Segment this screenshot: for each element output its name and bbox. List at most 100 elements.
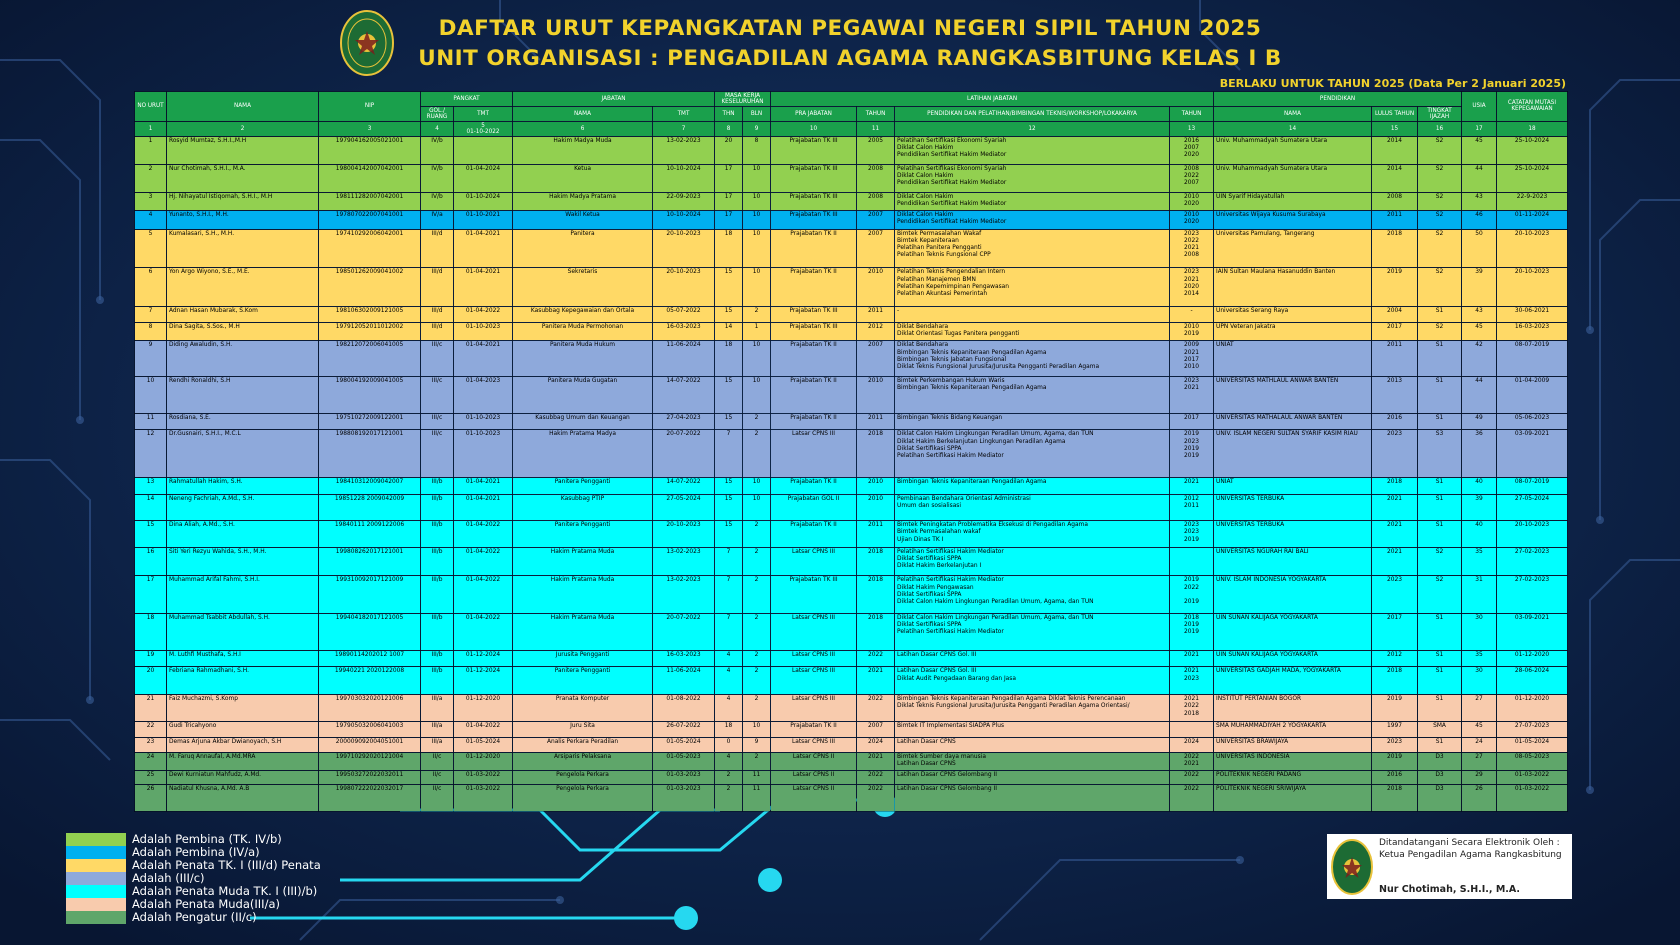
cell-nama: Adnan Hasan Mubarak, S.Kom — [166, 305, 319, 323]
cell-jabatan: Hakim Madya Muda — [512, 135, 654, 165]
cell-jabatan: Panitera — [512, 228, 654, 269]
cell-univ: UPN Veteran Jakatra — [1213, 321, 1373, 342]
cell-jab-tmt: 01-08-2022 — [652, 694, 716, 722]
cell-nip: 197410292006042001 — [318, 228, 421, 269]
cell-jabatan: Sekretaris — [512, 267, 654, 307]
column-number: 18 — [1496, 120, 1569, 137]
cell-usia: 30 — [1461, 612, 1498, 652]
cell-bln: 10 — [742, 375, 772, 415]
cell-tingkat: S1 — [1417, 736, 1463, 753]
cell-jab-tmt: 10-10-2024 — [652, 163, 716, 193]
cell-no: 26 — [134, 784, 167, 812]
cell-thn: 17 — [714, 191, 744, 212]
cell-diklat-tahun-line: 2023 — [1184, 377, 1200, 384]
cell-diklat-tahun-line — [1172, 592, 1211, 599]
cell-thn: 4 — [714, 666, 744, 696]
cell-pra-tahun: 2018 — [856, 546, 896, 577]
cell-tingkat: D3 — [1417, 770, 1463, 786]
cell-bln: 2 — [742, 612, 772, 652]
cell-gol: III/c — [420, 429, 454, 479]
cell-nip: 199703032020121006 — [318, 694, 421, 722]
cell-tmt: 01-04-2021 — [452, 267, 514, 307]
cell-pra: Prajabatan TK II — [770, 228, 858, 269]
cell-catatan: 25-10-2024 — [1496, 135, 1569, 165]
cell-jab-tmt: 11-06-2024 — [652, 666, 716, 696]
cell-diklat-line: Latihan Dasar CPNS Gol. III — [897, 668, 977, 675]
cell-diklat-tahun: 2019 2023 2019 2019 — [1169, 429, 1215, 479]
cell-univ: INSTITUT PERTANIAN BOGOR — [1213, 694, 1373, 722]
cell-diklat-line: Diklat Sertifikasi SPPA — [897, 622, 962, 629]
cell-thn: 2 — [714, 784, 744, 812]
column-number: 11 — [856, 120, 896, 137]
cell-tmt: 01-12-2024 — [452, 650, 514, 668]
cell-no: 1 — [134, 135, 167, 165]
cell-diklat: Diklat Calon Hakim Lingkungan Peradilan … — [894, 429, 1171, 479]
cell-jabatan: Juru Sita — [512, 720, 654, 738]
cell-jab-tmt: 20-10-2023 — [652, 228, 716, 269]
cell-pra: Prajabatan TK II — [770, 340, 858, 377]
cell-bln: 10 — [742, 493, 772, 522]
table-row: 23 Demas Arjuna Akbar Dwianoyach, S.H 2000… — [134, 736, 1569, 753]
cell-bln: 10 — [742, 210, 772, 230]
signature-name: Nur Chotimah, S.H.I., M.A. — [1379, 884, 1521, 895]
cell-diklat-line: Diklat Bendahara — [897, 342, 949, 349]
cell-diklat-tahun-line: 2024 — [1184, 738, 1200, 745]
electronic-signature-box: Ditandatangani Secara Elektronik Oleh : … — [1327, 834, 1572, 899]
cell-gol: III/d — [420, 228, 454, 269]
cell-nama: Febriana Rahmadhani, S.H. — [166, 666, 319, 696]
cell-usia: 40 — [1461, 477, 1498, 495]
cell-catatan: 03-09-2021 — [1496, 612, 1569, 652]
cell-tingkat: D3 — [1417, 784, 1463, 812]
cell-diklat-line: Diklat Orientasi Tugas Panitera penggant… — [897, 331, 1020, 338]
cell-diklat: Diklat Bendahara Bimbingan Teknis Kepanit… — [894, 340, 1171, 377]
cell-nama: Yunanto, S.H.I., M.H. — [166, 210, 319, 230]
cell-bln: 2 — [742, 520, 772, 548]
cell-nama: Dina Sagita, S.Sos., M.H — [166, 321, 319, 342]
cell-thn: 15 — [714, 520, 744, 548]
cell-jabatan: Pengelola Perkara — [512, 770, 654, 786]
cell-usia: 43 — [1461, 305, 1498, 323]
cell-gol: III/a — [420, 736, 454, 753]
cell-jab-tmt: 13-02-2023 — [652, 575, 716, 614]
cell-usia: 45 — [1461, 321, 1498, 342]
col-pend-nama: NAMA — [1213, 105, 1373, 122]
cell-tingkat: D3 — [1417, 751, 1463, 772]
cell-tmt: 01-10-2024 — [452, 191, 514, 212]
cell-nama: Gudi Tricahyono — [166, 720, 319, 738]
cell-gol: III/b — [420, 650, 454, 668]
legend-swatch — [66, 898, 126, 911]
cell-tmt: 01-04-2022 — [452, 305, 514, 323]
cell-lulus: 2021 — [1371, 520, 1419, 548]
cell-diklat-tahun-line: 2021 — [1184, 760, 1200, 767]
cell-nip: 199404182017121005 — [318, 612, 421, 652]
cell-nip: 199503272022032011 — [318, 770, 421, 786]
cell-diklat-line: Diklat Teknis Fungsional Jurusita/Jurusi… — [897, 364, 1100, 371]
cell-jab-tmt: 13-02-2023 — [652, 546, 716, 577]
cell-gol: III/c — [420, 413, 454, 431]
cell-diklat: Bimtek IT Implementasi SIADPA Plus — [894, 720, 1171, 738]
cell-diklat-line: Diklat Calon Hakim — [897, 193, 954, 200]
cell-univ: UIN Syarif Hidayatullah — [1213, 191, 1373, 212]
cell-bln: 8 — [742, 135, 772, 165]
cell-diklat-line: Bimbingan Teknis Kepaniteraan Pengadilan… — [897, 696, 1126, 703]
cell-jabatan: Pranata Komputer — [512, 694, 654, 722]
cell-nama: Neneng Fachriah, A.Md., S.H. — [166, 493, 319, 522]
cell-diklat-tahun-line: 2017 — [1184, 415, 1200, 422]
cell-tingkat: S1 — [1417, 520, 1463, 548]
cell-tmt: 01-04-2022 — [452, 612, 514, 652]
cell-diklat-tahun-line: 2019 — [1184, 331, 1200, 338]
cell-diklat: Bimtek Permasalahan Wakaf Bimtek Kepanite… — [894, 228, 1171, 269]
col-jab-nama: NAMA — [512, 105, 654, 122]
cell-pra: Prajabatan TK II — [770, 267, 858, 307]
col-gol: GOL./ RUANG — [420, 105, 454, 122]
cell-pra: Prajabatan GOL II — [770, 493, 858, 522]
cell-gol: III/b — [420, 520, 454, 548]
cell-no: 18 — [134, 612, 167, 652]
cell-tmt: 01-04-2022 — [452, 575, 514, 614]
col-nama: NAMA — [166, 91, 319, 122]
cell-nama: Faiz Muchazmi, S.Komp — [166, 694, 319, 722]
cell-tingkat: S2 — [1417, 267, 1463, 307]
cell-jabatan: Panitera Pengganti — [512, 477, 654, 495]
cell-jabatan: Hakim Pratama Muda — [512, 612, 654, 652]
cell-diklat: Pelatihan Sertifikasi Ekonomi Syariah Dik… — [894, 163, 1171, 193]
